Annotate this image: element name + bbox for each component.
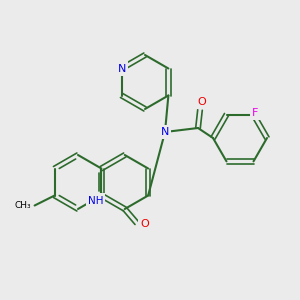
Text: NH: NH bbox=[88, 196, 103, 206]
Text: O: O bbox=[198, 97, 206, 107]
Text: F: F bbox=[252, 108, 259, 118]
Text: N: N bbox=[117, 64, 126, 74]
Text: O: O bbox=[140, 219, 149, 229]
Text: N: N bbox=[161, 127, 169, 137]
Text: CH₃: CH₃ bbox=[14, 201, 31, 210]
